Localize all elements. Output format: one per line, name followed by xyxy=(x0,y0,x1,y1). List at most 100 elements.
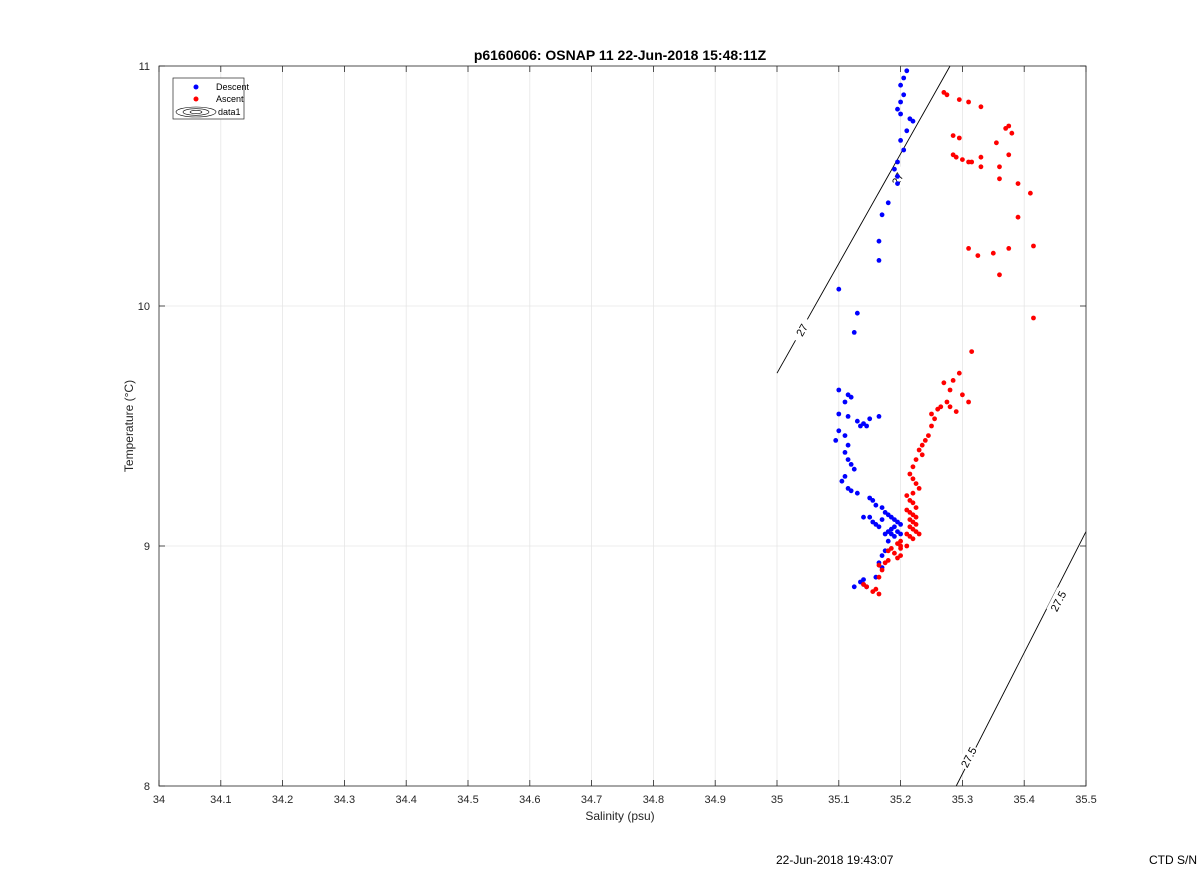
descent-point xyxy=(901,75,907,81)
isopycnal-label-bg xyxy=(1046,587,1070,616)
ascent-point xyxy=(892,550,897,556)
descent-point xyxy=(876,524,882,530)
ascent-point xyxy=(910,500,916,506)
descent-point xyxy=(845,414,851,419)
descent-point xyxy=(873,502,879,508)
descent-point xyxy=(836,286,842,292)
y-axis-label: Temperature (°C) xyxy=(122,380,136,472)
descent-point xyxy=(895,106,900,112)
ascent-point xyxy=(944,399,950,405)
descent-point xyxy=(845,457,851,462)
legend-marker-ascent xyxy=(193,96,199,102)
descent-point xyxy=(836,428,842,434)
x-ticks: 34 34.1 34.2 34.3 34.4 34.5 34.6 34.7 34.8 34.9 35… xyxy=(153,66,1097,806)
ascent-point xyxy=(913,522,919,527)
descent-point xyxy=(892,166,897,172)
descent-point xyxy=(882,531,888,537)
ascent-point xyxy=(879,567,885,573)
descent-point xyxy=(842,450,848,455)
y-ticks: 8 9 10 11 xyxy=(138,61,1086,793)
legend-label-data1: data1 xyxy=(218,107,241,117)
ascent-point xyxy=(876,591,882,597)
ascent-point xyxy=(997,272,1002,278)
ascent-point xyxy=(898,543,903,549)
ascent-point xyxy=(926,433,931,438)
descent-point xyxy=(842,433,848,438)
x-tick-label: 34.6 xyxy=(519,794,540,806)
x-tick-label: 35.5 xyxy=(1075,794,1096,806)
y-tick-label: 10 xyxy=(138,301,150,313)
ascent-point xyxy=(870,589,876,594)
ascent-point xyxy=(935,406,941,412)
descent-point xyxy=(879,212,885,218)
ascent-point xyxy=(913,505,919,510)
ascent-point xyxy=(969,349,975,354)
legend-label-descent: Descent xyxy=(216,82,250,92)
ascent-point xyxy=(929,411,934,417)
ascent-point xyxy=(882,560,888,566)
y-tick-label: 8 xyxy=(144,781,150,793)
descent-point xyxy=(864,423,870,429)
ascent-point xyxy=(953,154,959,160)
ascent-point xyxy=(885,548,891,554)
descent-point xyxy=(904,68,910,74)
descent-point xyxy=(898,522,903,527)
ascent-point xyxy=(978,164,984,170)
x-tick-label: 34.3 xyxy=(334,794,355,806)
descent-point xyxy=(879,505,885,510)
descent-point xyxy=(898,111,903,117)
x-axis-label: Salinity (psu) xyxy=(585,809,654,823)
descent-point xyxy=(854,418,860,424)
descent-point xyxy=(836,387,842,393)
x-tick-label: 35.1 xyxy=(828,794,849,806)
ascent-point xyxy=(895,555,900,561)
ascent-point xyxy=(910,490,916,496)
ascent-point xyxy=(997,176,1002,182)
ascent-point xyxy=(932,416,937,422)
isopycnal-line xyxy=(955,531,1087,787)
descent-point xyxy=(839,478,845,484)
descent-point xyxy=(901,92,907,98)
descent-point xyxy=(854,310,860,316)
descent-point xyxy=(885,538,891,544)
ascent-point xyxy=(861,582,866,587)
legend-contour-icon xyxy=(175,106,217,118)
descent-point xyxy=(845,442,851,448)
ascent-point xyxy=(960,157,965,163)
legend-box xyxy=(172,77,245,120)
descent-point xyxy=(848,394,854,400)
ascent-point xyxy=(922,438,928,443)
ascent-point xyxy=(990,250,996,256)
descent-point xyxy=(898,99,903,105)
x-tick-label: 34 xyxy=(153,794,165,806)
isopycnal-label-bg xyxy=(885,164,910,193)
ascent-point xyxy=(913,457,919,462)
x-tick-label: 35.2 xyxy=(890,794,911,806)
data-points xyxy=(833,68,1036,597)
descent-point xyxy=(848,488,854,494)
descent-point xyxy=(876,238,882,244)
ascent-point xyxy=(944,92,950,98)
ascent-point xyxy=(1027,190,1033,196)
isopycnal-label-bg xyxy=(789,316,814,344)
descent-point xyxy=(842,399,848,405)
descent-point xyxy=(867,514,873,520)
isopycnal-label: 27 xyxy=(890,171,906,188)
descent-point xyxy=(851,584,857,590)
descent-point xyxy=(870,498,876,503)
y-tick-label: 9 xyxy=(144,541,150,553)
ascent-point xyxy=(919,452,925,458)
descent-point xyxy=(854,490,860,496)
ascent-point xyxy=(916,531,922,537)
ascent-point xyxy=(916,486,922,491)
ascent-point xyxy=(1031,243,1036,249)
ascent-point xyxy=(956,135,962,141)
ascent-point xyxy=(904,493,910,498)
ascent-point xyxy=(913,481,919,486)
descent-point xyxy=(879,553,885,558)
ascent-point xyxy=(956,370,962,376)
descent-point xyxy=(851,330,857,335)
ascent-point xyxy=(1003,125,1009,131)
ascent-point xyxy=(910,464,916,470)
